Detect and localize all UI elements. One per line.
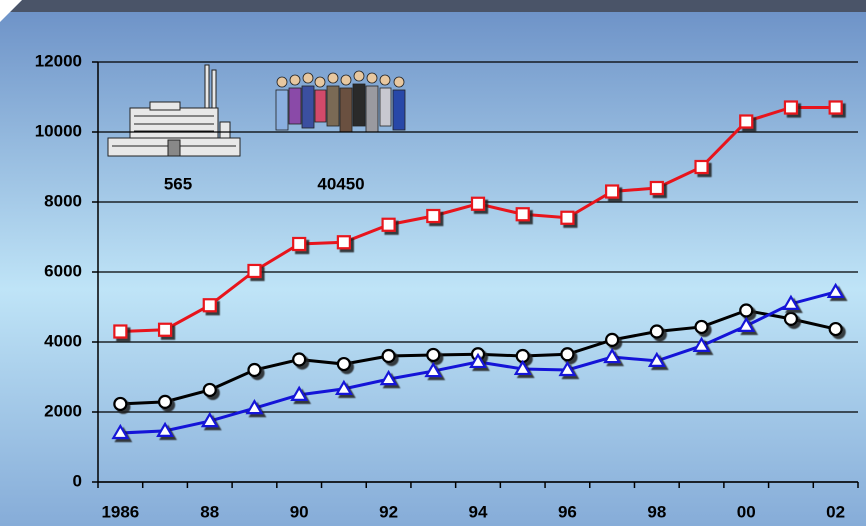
marker bbox=[606, 334, 618, 346]
marker bbox=[204, 299, 216, 311]
marker bbox=[651, 182, 663, 194]
marker bbox=[338, 358, 350, 370]
x-tick-label: 88 bbox=[200, 502, 219, 521]
x-tick-label: 1986 bbox=[101, 502, 139, 521]
marker bbox=[248, 364, 260, 376]
x-tick-label: 96 bbox=[558, 502, 577, 521]
x-tick-label: 02 bbox=[826, 502, 845, 521]
marker bbox=[606, 186, 618, 198]
y-tick-label: 8000 bbox=[44, 191, 82, 210]
marker bbox=[696, 321, 708, 333]
marker bbox=[338, 236, 350, 248]
y-tick-label: 10000 bbox=[35, 121, 82, 140]
marker bbox=[248, 265, 260, 277]
marker bbox=[204, 384, 216, 396]
marker bbox=[561, 348, 573, 360]
marker bbox=[427, 349, 439, 361]
marker bbox=[830, 102, 842, 114]
marker bbox=[159, 324, 171, 336]
x-tick-label: 94 bbox=[469, 502, 488, 521]
marker bbox=[696, 161, 708, 173]
y-tick-label: 6000 bbox=[44, 261, 82, 280]
y-tick-label: 12000 bbox=[35, 51, 82, 70]
marker bbox=[293, 238, 305, 250]
x-tick-label: 00 bbox=[737, 502, 756, 521]
y-tick-label: 0 bbox=[73, 471, 82, 490]
marker bbox=[427, 210, 439, 222]
top-bar bbox=[10, 0, 866, 12]
marker bbox=[114, 326, 126, 338]
marker bbox=[830, 323, 842, 335]
marker bbox=[159, 396, 171, 408]
marker bbox=[383, 219, 395, 231]
marker bbox=[740, 116, 752, 128]
marker bbox=[785, 102, 797, 114]
marker bbox=[472, 198, 484, 210]
x-tick-label: 90 bbox=[290, 502, 309, 521]
annotation: 565 bbox=[164, 174, 192, 193]
marker bbox=[651, 326, 663, 338]
marker bbox=[293, 354, 305, 366]
background bbox=[0, 0, 866, 526]
y-tick-label: 4000 bbox=[44, 331, 82, 350]
x-tick-label: 98 bbox=[647, 502, 666, 521]
marker bbox=[740, 305, 752, 317]
chart: 0200040006000800010000120001986889092949… bbox=[0, 0, 866, 526]
marker bbox=[383, 350, 395, 362]
y-tick-label: 2000 bbox=[44, 401, 82, 420]
x-tick-label: 92 bbox=[379, 502, 398, 521]
marker bbox=[561, 212, 573, 224]
annotation: 40450 bbox=[317, 174, 364, 193]
marker bbox=[517, 208, 529, 220]
marker bbox=[114, 398, 126, 410]
marker bbox=[785, 313, 797, 325]
